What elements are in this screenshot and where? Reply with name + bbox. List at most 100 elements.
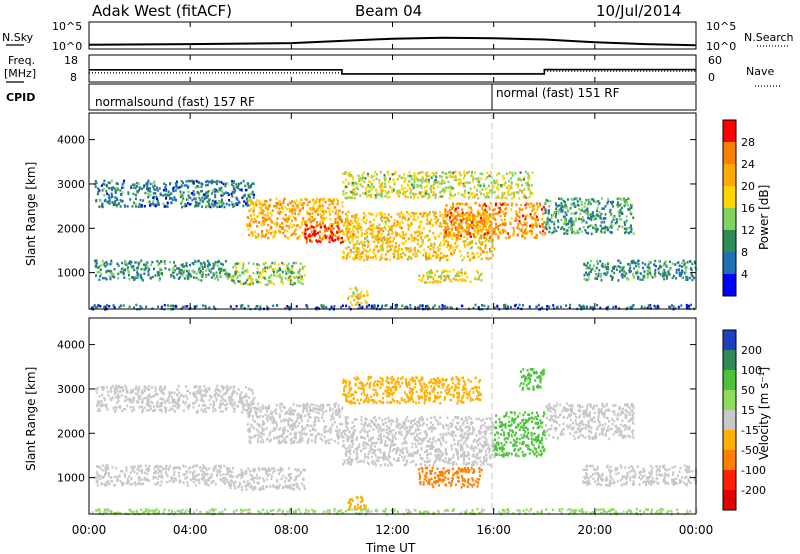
- velocity-cell: [186, 481, 189, 484]
- power-cell: [375, 177, 378, 181]
- velocity-cell: [170, 476, 173, 479]
- power-cell: [220, 186, 223, 190]
- power-cell: [410, 233, 413, 237]
- power-cell: [622, 273, 625, 277]
- power-cell: [603, 231, 606, 234]
- power-cell: [198, 196, 201, 200]
- velocity-cell: [282, 474, 285, 478]
- power-cell: [637, 277, 640, 280]
- power-cell: [414, 251, 417, 254]
- velocity-cell: [105, 472, 108, 475]
- power-cell: [192, 190, 195, 193]
- power-cell: [491, 209, 494, 212]
- power-cell: [575, 217, 577, 220]
- power-cell: [252, 209, 255, 212]
- power-cell: [483, 219, 486, 222]
- power-cell: [388, 233, 391, 236]
- velocity-cell: [230, 470, 233, 474]
- power-cell: [167, 304, 169, 307]
- power-cell: [441, 306, 444, 310]
- power-cell: [500, 184, 502, 187]
- power-cell: [160, 305, 163, 309]
- power-cell: [407, 223, 410, 226]
- power-cell: [139, 205, 142, 208]
- power-cell: [312, 217, 315, 220]
- velocity-cell: [201, 477, 204, 480]
- power-cell: [452, 202, 454, 206]
- power-cell: [136, 261, 139, 264]
- power-colorbar-tick-label: 4: [741, 268, 748, 281]
- velocity-cell: [156, 482, 159, 486]
- power-cell: [462, 235, 465, 238]
- power-cell: [442, 219, 445, 223]
- power-cell: [462, 240, 465, 243]
- power-cell: [460, 234, 462, 237]
- velocity-cell: [201, 399, 204, 402]
- power-cell: [153, 203, 156, 207]
- power-cell: [306, 239, 308, 242]
- power-cell: [684, 266, 687, 269]
- power-cell: [324, 236, 327, 239]
- velocity-cell: [226, 387, 229, 390]
- power-cell: [430, 189, 433, 193]
- power-cell: [234, 262, 237, 266]
- power-cell: [428, 256, 430, 260]
- power-cell: [561, 226, 564, 229]
- power-cell: [337, 235, 340, 239]
- power-cell: [372, 226, 375, 230]
- power-cell: [132, 265, 135, 268]
- velocity-cell: [144, 385, 147, 389]
- velocity-cell: [94, 388, 97, 391]
- power-cell: [359, 240, 362, 244]
- power-cell: [153, 188, 156, 191]
- power-cell: [193, 193, 196, 196]
- power-cell: [466, 276, 469, 279]
- power-cell: [678, 268, 680, 271]
- power-cell: [123, 276, 126, 279]
- power-cell: [618, 212, 621, 215]
- power-cell: [456, 218, 459, 222]
- power-cell: [133, 278, 136, 282]
- power-cell: [542, 221, 545, 224]
- power-cell: [372, 178, 375, 182]
- power-cell: [659, 264, 661, 268]
- power-cell: [524, 236, 527, 240]
- power-cell: [356, 187, 359, 191]
- power-cell: [669, 306, 672, 309]
- power-cell: [141, 279, 144, 282]
- power-cell: [402, 237, 405, 240]
- power-cell: [95, 259, 98, 262]
- power-cell: [458, 250, 461, 253]
- power-cell: [583, 273, 586, 277]
- power-cell: [629, 211, 632, 214]
- velocity-cell: [223, 386, 226, 390]
- power-cell: [322, 234, 325, 237]
- power-cell: [459, 202, 462, 206]
- velocity-cell: [156, 477, 159, 480]
- power-cell: [602, 226, 605, 230]
- power-cell: [460, 193, 463, 197]
- power-cell: [470, 241, 473, 245]
- power-cell: [518, 215, 521, 219]
- power-cell: [487, 305, 490, 308]
- power-cell: [474, 303, 477, 307]
- power-cell: [482, 193, 485, 196]
- power-cell: [539, 203, 542, 207]
- power-cell: [452, 277, 455, 280]
- power-cell: [647, 304, 650, 307]
- power-cell: [377, 249, 380, 253]
- power-cell: [476, 223, 479, 226]
- power-cell: [480, 279, 483, 282]
- power-cell: [528, 195, 531, 198]
- power-cell: [202, 199, 205, 203]
- velocity-cell: [161, 401, 163, 405]
- power-cell: [167, 190, 170, 193]
- power-cell: [441, 171, 444, 174]
- power-cell: [426, 306, 429, 309]
- power-cell: [449, 174, 452, 177]
- power-cell: [421, 181, 424, 184]
- power-cell: [121, 183, 124, 186]
- power-cell: [421, 304, 424, 308]
- power-cell: [483, 304, 486, 308]
- power-cell: [203, 197, 206, 201]
